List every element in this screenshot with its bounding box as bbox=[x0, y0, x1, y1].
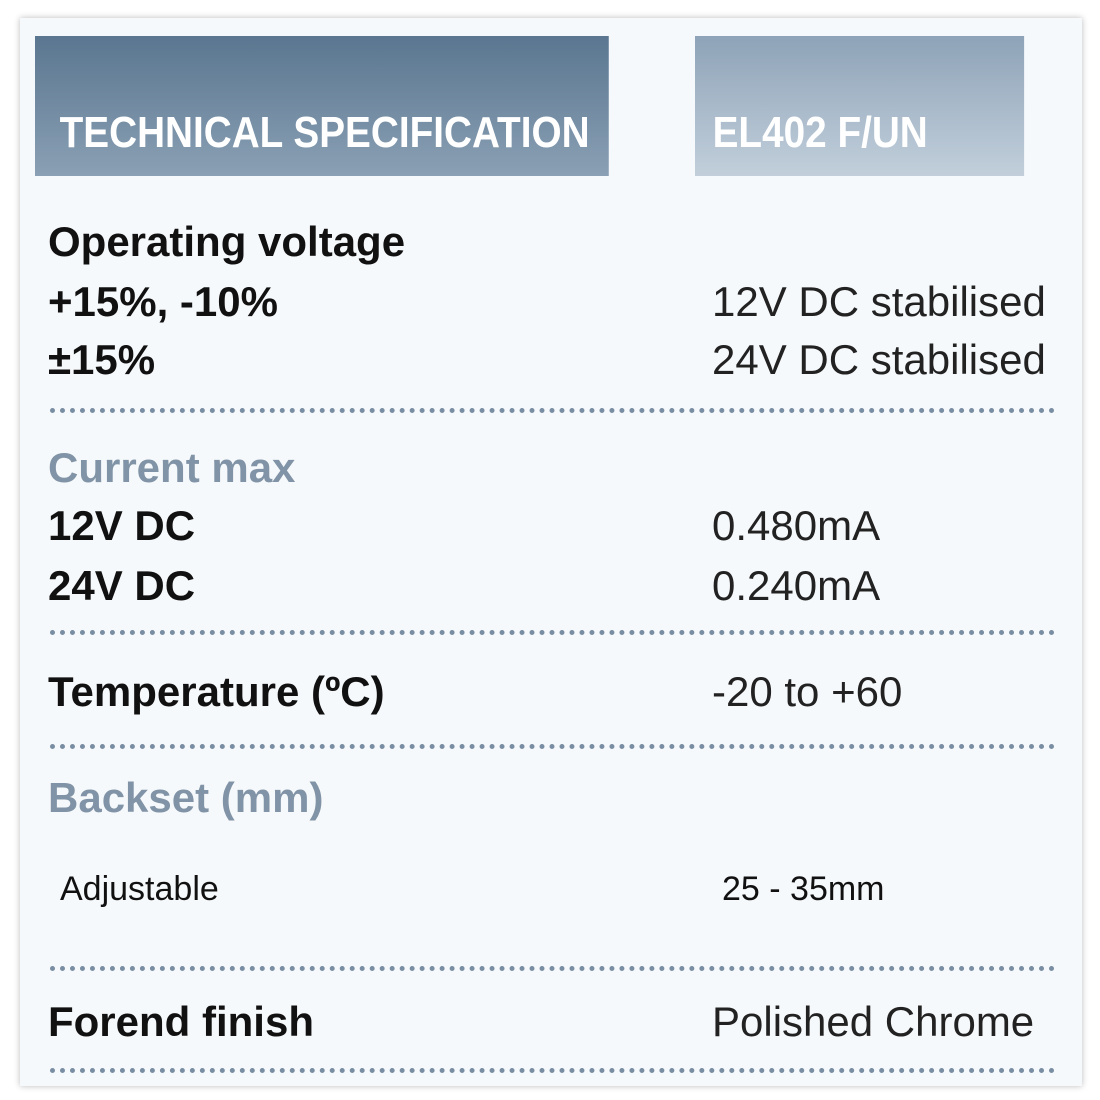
divider bbox=[50, 408, 1055, 413]
heading: Backset (mm) bbox=[48, 774, 324, 821]
value: 12V DC stabilised bbox=[712, 278, 1046, 325]
value: 24V DC stabilised bbox=[712, 336, 1046, 383]
label: 24V DC bbox=[48, 562, 196, 609]
header-title: TECHNICAL SPECIFICATION bbox=[35, 36, 609, 176]
label: +15%, -10% bbox=[48, 278, 278, 325]
value: 25 - 35mm bbox=[722, 870, 885, 908]
spec-card: TECHNICAL SPECIFICATION EL402 F/UN Opera… bbox=[20, 18, 1082, 1086]
label: ±15% bbox=[48, 336, 156, 383]
heading: Temperature (ºC) bbox=[48, 668, 385, 715]
divider bbox=[50, 1068, 1055, 1073]
heading: Forend finish bbox=[48, 998, 314, 1045]
divider bbox=[50, 966, 1055, 971]
divider bbox=[50, 744, 1055, 749]
header-model: EL402 F/UN bbox=[695, 36, 1025, 176]
value: 0.240mA bbox=[712, 562, 881, 609]
value: -20 to +60 bbox=[712, 668, 903, 715]
heading: Current max bbox=[48, 444, 296, 491]
value: Polished Chrome bbox=[712, 998, 1035, 1045]
heading: Operating voltage bbox=[48, 218, 406, 265]
label: Adjustable bbox=[60, 870, 219, 908]
divider bbox=[50, 630, 1055, 635]
label: 12V DC bbox=[48, 502, 196, 549]
value: 0.480mA bbox=[712, 502, 881, 549]
